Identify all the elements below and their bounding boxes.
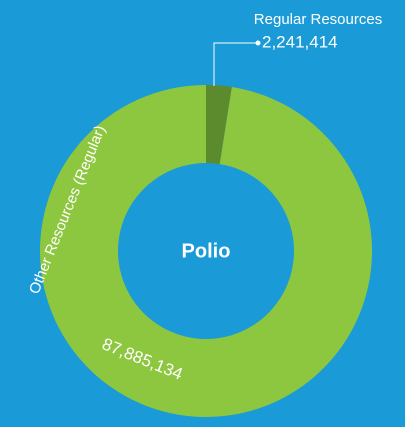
leader-dot [255,40,261,46]
leader-line [213,42,256,86]
slice [39,85,372,417]
center-title: Polio [182,240,231,262]
donut [39,85,372,417]
slice-name: Regular Resources [254,11,382,28]
slice-value-label: 2,241,414 [262,32,338,51]
slice [206,85,232,165]
